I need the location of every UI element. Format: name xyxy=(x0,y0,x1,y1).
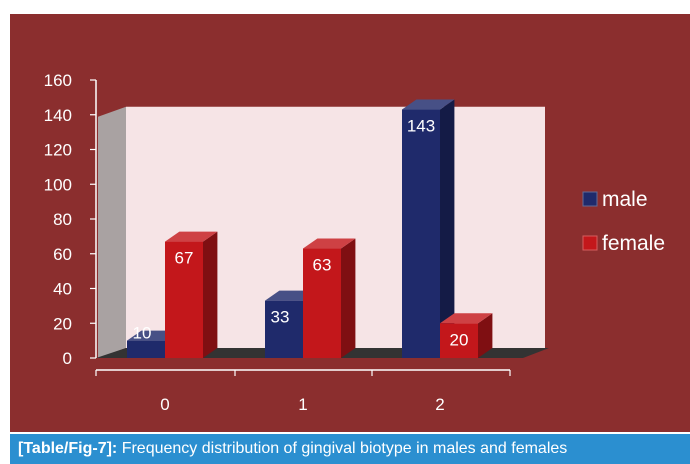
data-label-male-0: 10 xyxy=(133,324,152,343)
y-tick-label: 120 xyxy=(44,141,72,160)
data-label-female-0: 67 xyxy=(175,249,194,268)
x-tick-label: 0 xyxy=(160,395,169,414)
legend-swatch-male xyxy=(582,191,598,207)
bar-front xyxy=(440,323,478,358)
chart-figure: 0 20 40 60 80 100 120 140 160 0 1 2 10 33 143 67 63 20 mal… xyxy=(10,14,690,432)
bar-side xyxy=(203,231,218,358)
bar-female-2 xyxy=(440,313,493,358)
y-tick-label: 140 xyxy=(44,106,72,125)
y-tick-label: 80 xyxy=(53,210,72,229)
y-tick-label: 0 xyxy=(63,349,72,368)
y-tick-label: 160 xyxy=(44,71,72,90)
legend-swatch-female xyxy=(582,235,598,251)
bar-front xyxy=(165,241,203,358)
bar-chart: 0 20 40 60 80 100 120 140 160 0 1 2 10 33 143 67 63 20 mal… xyxy=(44,71,665,414)
data-label-male-2: 143 xyxy=(407,117,435,136)
bar-side xyxy=(440,99,455,358)
x-tick-label: 2 xyxy=(435,395,444,414)
bar-front xyxy=(303,248,341,358)
bar-top xyxy=(402,99,455,110)
bar-front xyxy=(127,340,165,358)
bar-front xyxy=(402,109,440,358)
y-tick-label: 60 xyxy=(53,245,72,264)
figure-caption: [Table/Fig-7]: Frequency distribution of… xyxy=(10,434,690,464)
data-label-female-2: 20 xyxy=(450,330,469,349)
data-label-male-1: 33 xyxy=(271,308,290,327)
caption-label: [Table/Fig-7]: xyxy=(18,440,118,457)
plot-side-wall xyxy=(98,106,126,358)
legend-label-female: female xyxy=(602,232,665,255)
y-tick-label: 20 xyxy=(53,314,72,333)
bar-top xyxy=(165,231,218,242)
bar-front xyxy=(265,300,303,358)
x-tick-label: 1 xyxy=(298,395,307,414)
bar-female-1 xyxy=(303,238,356,358)
bar-top xyxy=(303,238,356,249)
y-tick-label: 100 xyxy=(44,175,72,194)
data-label-female-1: 63 xyxy=(313,256,332,275)
caption-text: Frequency distribution of gingival bioty… xyxy=(117,440,568,457)
bar-female-0 xyxy=(165,231,218,358)
bar-side xyxy=(478,313,493,358)
legend-label-male: male xyxy=(602,188,648,211)
bar-male-2 xyxy=(402,99,455,358)
bar-top xyxy=(440,313,493,324)
bar-side xyxy=(341,238,356,358)
y-tick-label: 40 xyxy=(53,280,72,299)
